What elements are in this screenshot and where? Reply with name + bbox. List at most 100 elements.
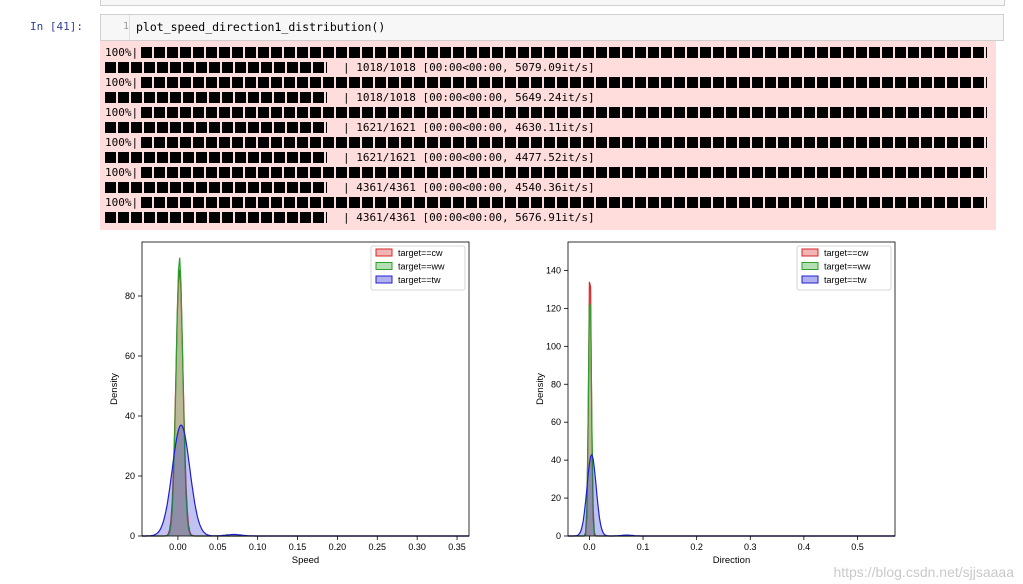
legend-swatch <box>801 275 819 284</box>
x-tick-label: 0.10 <box>249 542 267 552</box>
x-tick-label: 0.15 <box>289 542 307 552</box>
progress-bar-fill <box>105 92 327 103</box>
speed-density-chart: 0.00 0.05 0.10 0.15 0.20 0.25 0.30 0.35 0 20 40 60 8… <box>109 241 470 566</box>
progress-bar-fill <box>105 122 327 133</box>
legend-label: target==tw <box>824 275 867 285</box>
gutter-divider <box>129 15 130 40</box>
y-tick-label: 20 <box>125 471 135 481</box>
axes-frame <box>567 241 896 537</box>
y-tick-label: 0 <box>556 531 561 541</box>
progress-bar-fill <box>141 197 987 208</box>
progress-line-bottom: | 1621/1621 [00:00<00:00, 4630.11it/s] <box>105 120 991 135</box>
progress-stats: | 4361/4361 [00:00<00:00, 5676.91it/s] <box>343 211 595 224</box>
progress-percent: 100%| <box>105 166 139 179</box>
legend-label: target==cw <box>824 248 869 258</box>
progress-percent: 100%| <box>105 76 139 89</box>
series-line-2 <box>568 453 895 537</box>
legend-label: target==cw <box>398 248 443 258</box>
y-tick-label: 80 <box>551 379 561 389</box>
previous-cell-edge <box>100 0 1005 6</box>
x-tick-label: 0.25 <box>369 542 387 552</box>
y-tick-label: 120 <box>546 303 561 313</box>
x-tick-label: 0.05 <box>209 542 227 552</box>
progress-line-top: 100%| <box>105 195 991 210</box>
progress-stats: | 1621/1621 [00:00<00:00, 4477.52it/s] <box>343 151 595 164</box>
code-text[interactable]: plot_speed_direction1_distribution() <box>136 20 386 34</box>
x-tick-label: 0.4 <box>798 542 811 552</box>
cell-prompt: In [41]: <box>30 20 83 33</box>
series-line-0 <box>568 281 895 537</box>
progress-percent: 100%| <box>105 136 139 149</box>
y-tick-label: 0 <box>130 531 135 541</box>
progress-bar-fill <box>141 107 987 118</box>
y-tick-label: 60 <box>125 351 135 361</box>
stderr-output: 100%| | 1018/1018 [00:00<00:00, 5079.09it… <box>100 41 996 230</box>
progress-line-top: 100%| <box>105 45 991 60</box>
watermark: https://blog.csdn.net/sjjsaaaa <box>833 564 1014 580</box>
progress-line-bottom: | 1621/1621 [00:00<00:00, 4477.52it/s] <box>105 150 991 165</box>
progress-bar-fill <box>105 152 327 163</box>
progress-line-top: 100%| <box>105 165 991 180</box>
progress-bar-fill <box>141 77 987 88</box>
y-axis-label: Density <box>535 373 546 405</box>
x-tick-label: 0.5 <box>851 542 864 552</box>
series-area-0 <box>568 281 895 536</box>
y-tick-label: 60 <box>551 417 561 427</box>
progress-line-bottom: | 4361/4361 [00:00<00:00, 5676.91it/s] <box>105 210 991 225</box>
y-tick-label: 140 <box>546 265 561 275</box>
y-tick-label: 100 <box>546 341 561 351</box>
axes-frame <box>141 241 470 537</box>
progress-percent: 100%| <box>105 196 139 209</box>
progress-line-bottom: | 1018/1018 [00:00<00:00, 5079.09it/s] <box>105 60 991 75</box>
series-line-1 <box>568 302 895 537</box>
x-axis-label: Direction <box>713 555 751 566</box>
progress-bar-fill <box>105 212 327 223</box>
x-tick-label: 0.1 <box>637 542 650 552</box>
progress-percent: 100%| <box>105 106 139 119</box>
legend-swatch <box>801 248 819 257</box>
x-tick-label: 0.3 <box>744 542 757 552</box>
legend-label: target==tw <box>398 275 441 285</box>
progress-bar-fill <box>105 62 327 73</box>
series-area-1 <box>142 257 469 536</box>
progress-line-top: 100%| <box>105 135 991 150</box>
legend-swatch <box>375 262 393 270</box>
direction-density-chart: 0.0 0.1 0.2 0.3 0.4 0.5 0 20 40 60 80 100 120 140 Dire… <box>535 241 896 566</box>
legend <box>370 245 466 291</box>
progress-stats: | 4361/4361 [00:00<00:00, 4540.36it/s] <box>343 181 595 194</box>
x-tick-label: 0.20 <box>329 542 347 552</box>
series-area-0 <box>142 269 469 536</box>
legend <box>796 245 892 291</box>
progress-bar-fill <box>141 47 987 58</box>
x-tick-label: 0.30 <box>408 542 426 552</box>
progress-bar-fill <box>141 167 987 178</box>
x-tick-label: 0.0 <box>583 542 596 552</box>
code-cell[interactable]: 1 plot_speed_direction1_distribution() <box>100 14 1004 41</box>
progress-line-bottom: | 1018/1018 [00:00<00:00, 5649.24it/s] <box>105 90 991 105</box>
x-tick-label: 0.00 <box>169 542 187 552</box>
progress-line-top: 100%| <box>105 105 991 120</box>
progress-stats: | 1621/1621 [00:00<00:00, 4630.11it/s] <box>343 121 595 134</box>
progress-line-bottom: | 4361/4361 [00:00<00:00, 4540.36it/s] <box>105 180 991 195</box>
progress-percent: 100%| <box>105 46 139 59</box>
y-tick-label: 80 <box>125 291 135 301</box>
y-axis-label: Density <box>109 373 120 405</box>
legend-swatch <box>801 262 819 270</box>
series-area-2 <box>568 454 895 536</box>
series-area-2 <box>142 425 469 536</box>
legend-label: target==ww <box>824 262 871 272</box>
line-number: 1 <box>122 21 129 32</box>
progress-bar-fill <box>141 137 987 148</box>
y-tick-label: 40 <box>551 455 561 465</box>
progress-stats: | 1018/1018 [00:00<00:00, 5079.09it/s] <box>343 61 595 74</box>
y-tick-label: 40 <box>125 411 135 421</box>
legend-swatch <box>375 248 393 257</box>
x-tick-label: 0.2 <box>690 542 703 552</box>
progress-bar-fill <box>105 182 327 193</box>
progress-stats: | 1018/1018 [00:00<00:00, 5649.24it/s] <box>343 91 595 104</box>
x-axis-label: Speed <box>292 555 319 566</box>
y-tick-label: 20 <box>551 493 561 503</box>
legend-label: target==ww <box>398 262 445 272</box>
x-tick-label: 0.35 <box>448 542 466 552</box>
series-area-1 <box>568 303 895 536</box>
